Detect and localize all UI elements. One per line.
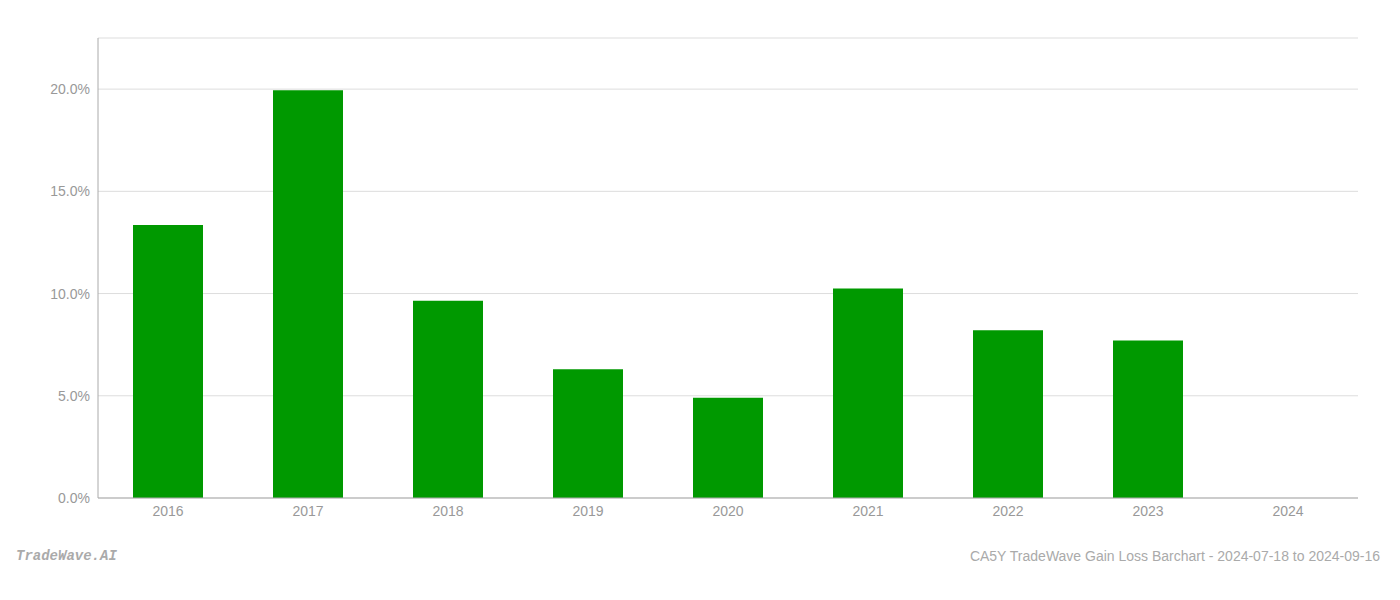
svg-text:10.0%: 10.0%: [50, 286, 90, 302]
svg-text:2023: 2023: [1132, 503, 1163, 519]
svg-text:20.0%: 20.0%: [50, 81, 90, 97]
svg-text:15.0%: 15.0%: [50, 183, 90, 199]
svg-text:2019: 2019: [572, 503, 603, 519]
svg-text:2021: 2021: [852, 503, 883, 519]
svg-text:0.0%: 0.0%: [58, 490, 90, 506]
html-text:CA5Y TradeWave Gain Loss Barch: CA5Y TradeWave Gain Loss Barchart - 2024…: [969, 548, 1380, 564]
svg-text:5.0%: 5.0%: [58, 388, 90, 404]
svg-text:2018: 2018: [432, 503, 463, 519]
svg-text:2020: 2020: [712, 503, 743, 519]
svg-text:2017: 2017: [292, 503, 323, 519]
svg-text:2016: 2016: [152, 503, 183, 519]
svg-text:2024: 2024: [1272, 503, 1303, 519]
svg-text:2022: 2022: [992, 503, 1023, 519]
html-text:TradeWave.AI: TradeWave.AI: [16, 548, 117, 564]
